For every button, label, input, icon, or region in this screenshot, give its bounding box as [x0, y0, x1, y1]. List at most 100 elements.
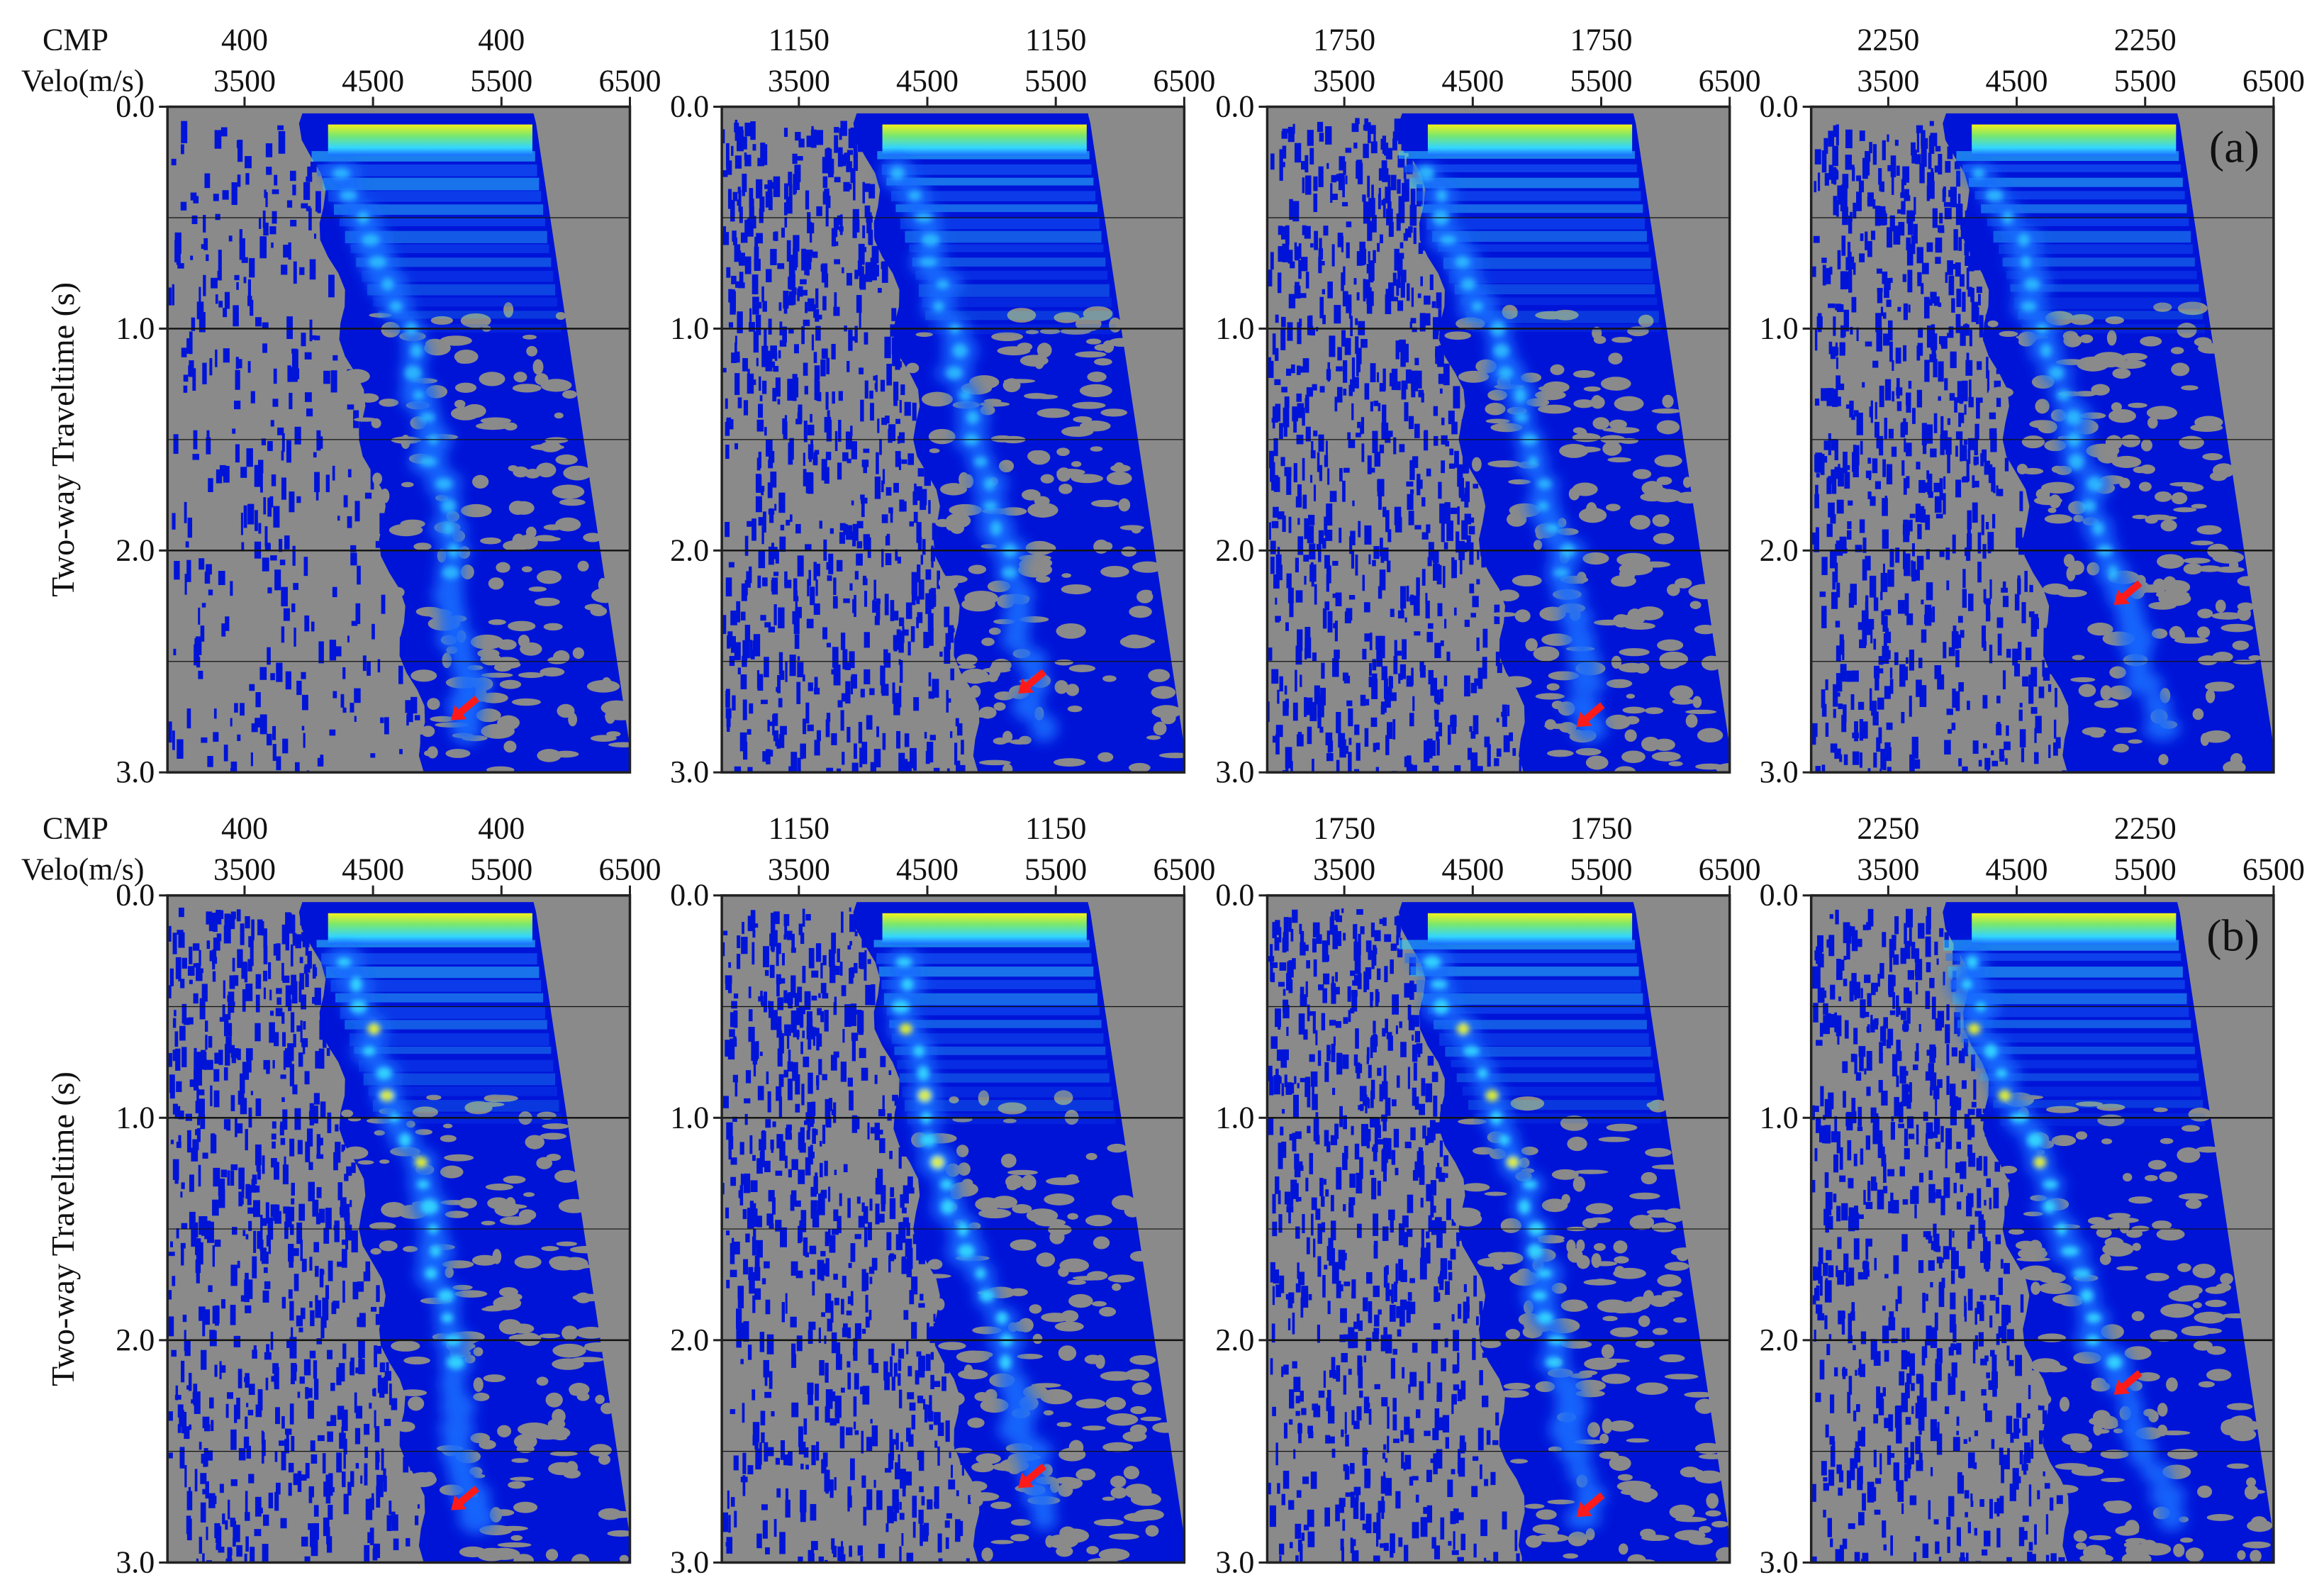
noise-speckles	[722, 907, 988, 1563]
y-tick-label: 1.0	[1215, 311, 1254, 345]
y-tick-label: 2.0	[1215, 1323, 1254, 1357]
velocity-spectrum-panel: 3500 4500 5500 6500 2250 2250 0.0 1.0 2.0 3.0	[1760, 23, 2305, 790]
time-gridlines	[1267, 1006, 1730, 1452]
noise-speckles	[1267, 118, 1521, 773]
y-tick-label: 3.0	[1760, 1544, 1799, 1579]
spectrum-image	[1811, 106, 2274, 773]
x-tick-label: 5500	[2114, 64, 2177, 99]
noise-speckles	[1811, 907, 2065, 1563]
cmp-number: 2250	[1857, 23, 1919, 57]
x-tick-label: 6500	[1153, 852, 1215, 887]
cmp-number: 1150	[769, 811, 829, 846]
spectrum-image	[1811, 895, 2274, 1563]
y-tick-label: 3.0	[116, 1544, 155, 1579]
velocity-spectrum-panel: 3500 4500 5500 6500 1150 1150 0.0 1.0 2.0 3.0	[670, 811, 1215, 1580]
time-gridlines	[1811, 1006, 2274, 1452]
velocity-spectrum-panel: 3500 4500 5500 6500 400 400 0.0 1.0 2.0 3.0	[116, 23, 661, 790]
x-tick-label: 5500	[1024, 852, 1087, 887]
panel-frame	[720, 105, 1186, 774]
semblance-peaks	[1948, 945, 2186, 1531]
time-gridlines	[167, 217, 630, 662]
x-tick-label: 3500	[1857, 64, 1919, 99]
low-energy-holes	[341, 1094, 630, 1563]
panel-frame	[1266, 894, 1731, 1564]
spectrum-image	[1267, 106, 1730, 773]
velocity-spectrum-panel: 3500 4500 5500 6500 2250 2250 0.0 1.0 2.0 3.0	[1760, 811, 2305, 1580]
panel-frame	[720, 894, 1186, 1564]
velocity-spectrum-panel: 3500 4500 5500 6500 1750 1750 0.0 1.0 2.0 3.0	[1215, 811, 1760, 1580]
cmp-number: 1750	[1570, 23, 1633, 57]
x-tick-label: 4500	[896, 64, 959, 99]
x-tick-label: 6500	[2242, 852, 2305, 887]
spectrum-image	[167, 106, 630, 773]
x-tick-label: 5500	[2114, 852, 2177, 887]
cmp-number: 2250	[2114, 23, 2177, 57]
cmp-number: 1150	[769, 23, 829, 57]
semblance-peaks-core	[333, 168, 460, 579]
cmp-number: 400	[221, 811, 268, 846]
x-tick-label: 6500	[598, 852, 661, 887]
y-tick-label: 1.0	[1215, 1100, 1254, 1135]
top-energy-band	[882, 124, 1087, 156]
semblance-peaks	[886, 949, 1058, 1530]
semblance-peaks-core	[890, 167, 1017, 579]
y-tick-label: 1.0	[116, 1100, 155, 1135]
x-tick-label: 3500	[1313, 64, 1375, 99]
top-energy-band	[1427, 913, 1633, 945]
y-tick-label: 2.0	[116, 1323, 155, 1357]
time-gridlines	[722, 1006, 1185, 1452]
y-tick-label: 0.0	[116, 89, 155, 124]
top-energy-band	[1972, 124, 2177, 156]
subfigure-label: (b)	[2206, 911, 2259, 961]
red-arrow-marker	[1576, 702, 1605, 728]
spectrum-image	[722, 106, 1185, 773]
y-tick-label: 0.0	[1215, 878, 1254, 913]
low-energy-holes	[1444, 304, 1730, 773]
red-arrow-marker	[1018, 669, 1047, 694]
y-axis-title: Two-way Traveltime (s)	[45, 282, 81, 597]
cmp-number: 400	[221, 23, 268, 57]
top-energy-band	[882, 913, 1087, 945]
noise-speckles	[168, 121, 430, 773]
velocity-axis-label: Velo(m/s)	[21, 64, 145, 99]
y-tick-label: 2.0	[670, 533, 709, 567]
semblance-peaks	[324, 946, 496, 1535]
top-energy-band	[328, 124, 532, 156]
y-tick-label: 1.0	[1760, 1100, 1799, 1135]
panel-frame	[1809, 105, 2275, 774]
y-tick-label: 3.0	[1215, 1544, 1254, 1579]
red-arrow-marker	[2113, 1370, 2143, 1395]
y-tick-label: 2.0	[1215, 533, 1254, 567]
y-tick-label: 0.0	[1215, 89, 1254, 124]
red-arrow-marker	[2113, 580, 2143, 606]
red-arrow-marker	[1576, 1492, 1605, 1518]
y-tick-label: 1.0	[670, 1100, 709, 1135]
x-tick-label: 3500	[1857, 852, 1919, 887]
y-tick-label: 3.0	[1760, 755, 1799, 789]
semblance-peaks-core	[1972, 168, 2118, 580]
striations	[1956, 151, 2205, 333]
spectrum-image	[1267, 895, 1730, 1563]
y-tick-label: 3.0	[116, 755, 155, 789]
x-tick-label: 5500	[470, 852, 532, 887]
time-gridlines	[1267, 217, 1730, 662]
noise-speckles	[1811, 121, 2073, 773]
striations	[316, 940, 562, 1124]
y-tick-label: 2.0	[1760, 533, 1799, 567]
x-tick-label: 6500	[1153, 64, 1215, 99]
y-tick-label: 2.0	[670, 1323, 709, 1357]
y-tick-label: 2.0	[116, 533, 155, 567]
cmp-number: 1150	[1025, 23, 1086, 57]
cmp-axis-label: CMP	[43, 23, 108, 57]
cmp-number: 400	[478, 811, 525, 846]
y-tick-label: 1.0	[1760, 311, 1799, 345]
velocity-axis-label: Velo(m/s)	[21, 852, 145, 887]
cmp-number: 1750	[1313, 811, 1375, 846]
striations	[311, 151, 562, 333]
y-tick-label: 0.0	[670, 878, 709, 913]
panel-frame	[166, 105, 632, 774]
time-gridlines	[722, 217, 1185, 662]
red-arrow-marker	[451, 1486, 480, 1510]
cmp-axis-label: CMP	[43, 811, 108, 846]
top-energy-band	[1427, 124, 1633, 156]
